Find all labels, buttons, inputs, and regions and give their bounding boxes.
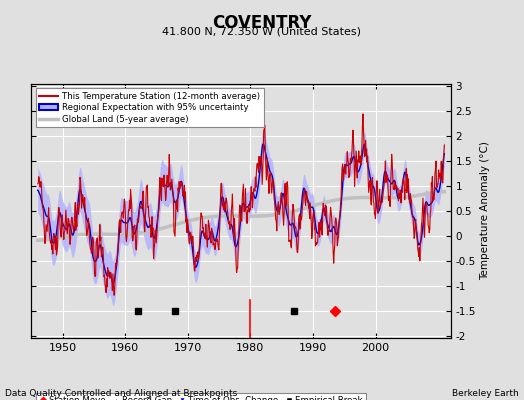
Text: COVENTRY: COVENTRY: [212, 14, 312, 32]
Legend: Station Move, Record Gap, Time of Obs. Change, Empirical Break: Station Move, Record Gap, Time of Obs. C…: [36, 393, 366, 400]
Text: Data Quality Controlled and Aligned at Breakpoints: Data Quality Controlled and Aligned at B…: [5, 389, 237, 398]
Y-axis label: Temperature Anomaly (°C): Temperature Anomaly (°C): [480, 142, 490, 280]
Text: 41.800 N, 72.350 W (United States): 41.800 N, 72.350 W (United States): [162, 26, 362, 36]
Text: Berkeley Earth: Berkeley Earth: [452, 389, 519, 398]
